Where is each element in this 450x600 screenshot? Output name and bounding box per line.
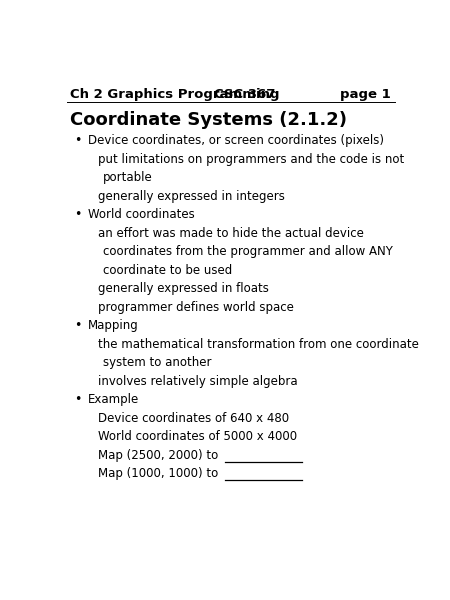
Text: •: • [74, 319, 81, 332]
Text: Mapping: Mapping [88, 319, 139, 332]
Text: Coordinate Systems (2.1.2): Coordinate Systems (2.1.2) [70, 111, 347, 129]
Text: coordinate to be used: coordinate to be used [104, 264, 233, 277]
Text: generally expressed in floats: generally expressed in floats [98, 282, 269, 295]
Text: CSC 367: CSC 367 [214, 88, 275, 101]
Text: Map (2500, 2000) to: Map (2500, 2000) to [98, 449, 263, 461]
Text: •: • [74, 208, 81, 221]
Text: portable: portable [104, 172, 153, 184]
Text: Map (1000, 1000) to: Map (1000, 1000) to [98, 467, 263, 480]
Text: the mathematical transformation from one coordinate: the mathematical transformation from one… [98, 338, 419, 350]
Text: coordinates from the programmer and allow ANY: coordinates from the programmer and allo… [104, 245, 393, 258]
Text: put limitations on programmers and the code is not: put limitations on programmers and the c… [98, 153, 405, 166]
Text: World coordinates: World coordinates [88, 208, 194, 221]
Text: system to another: system to another [104, 356, 212, 369]
Text: an effort was made to hide the actual device: an effort was made to hide the actual de… [98, 227, 364, 240]
Text: World coordinates of 5000 x 4000: World coordinates of 5000 x 4000 [98, 430, 297, 443]
Text: Example: Example [88, 393, 139, 406]
Text: page 1: page 1 [340, 88, 391, 101]
Text: •: • [74, 393, 81, 406]
Text: Device coordinates, or screen coordinates (pixels): Device coordinates, or screen coordinate… [88, 134, 384, 148]
Text: programmer defines world space: programmer defines world space [98, 301, 294, 314]
Text: generally expressed in integers: generally expressed in integers [98, 190, 285, 203]
Text: Ch 2 Graphics Programming: Ch 2 Graphics Programming [70, 88, 280, 101]
Text: •: • [74, 134, 81, 148]
Text: Device coordinates of 640 x 480: Device coordinates of 640 x 480 [98, 412, 289, 425]
Text: involves relatively simple algebra: involves relatively simple algebra [98, 374, 298, 388]
